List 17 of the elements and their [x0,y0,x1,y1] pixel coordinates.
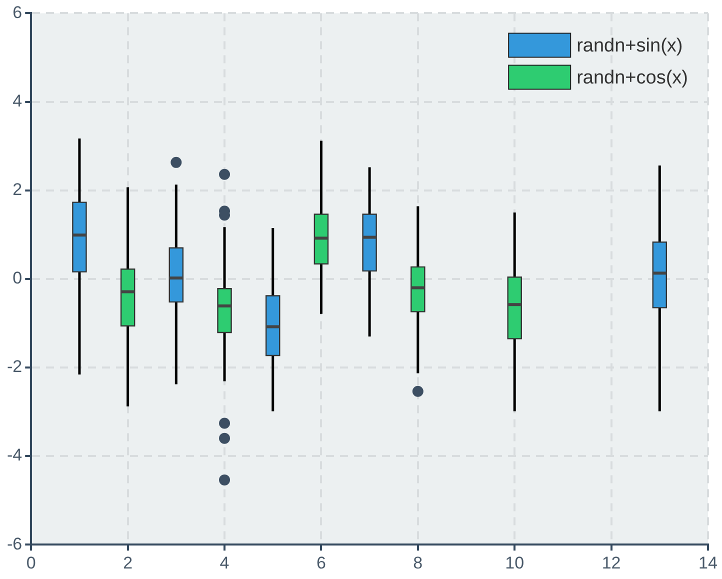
y-tick-label: 6 [12,2,22,22]
legend-label: randn+cos(x) [576,67,688,88]
x-tick-label: 4 [220,553,230,572]
y-tick-label: 2 [12,180,22,200]
x-tick-label: 8 [413,553,423,572]
x-tick-label: 10 [505,553,524,572]
x-tick-label: 6 [316,553,326,572]
legend-label: randn+sin(x) [576,35,683,56]
x-tick-label: 14 [698,553,718,572]
x-tick-label: 0 [26,553,36,572]
y-tick-label: -2 [6,357,22,376]
y-tick-label: -6 [6,534,22,554]
y-tick-label: 0 [12,268,22,288]
x-tick-label: 12 [602,553,621,572]
y-tick-label: 4 [12,91,22,110]
x-tick-label: 2 [123,553,133,572]
y-tick-label: -4 [6,446,22,465]
